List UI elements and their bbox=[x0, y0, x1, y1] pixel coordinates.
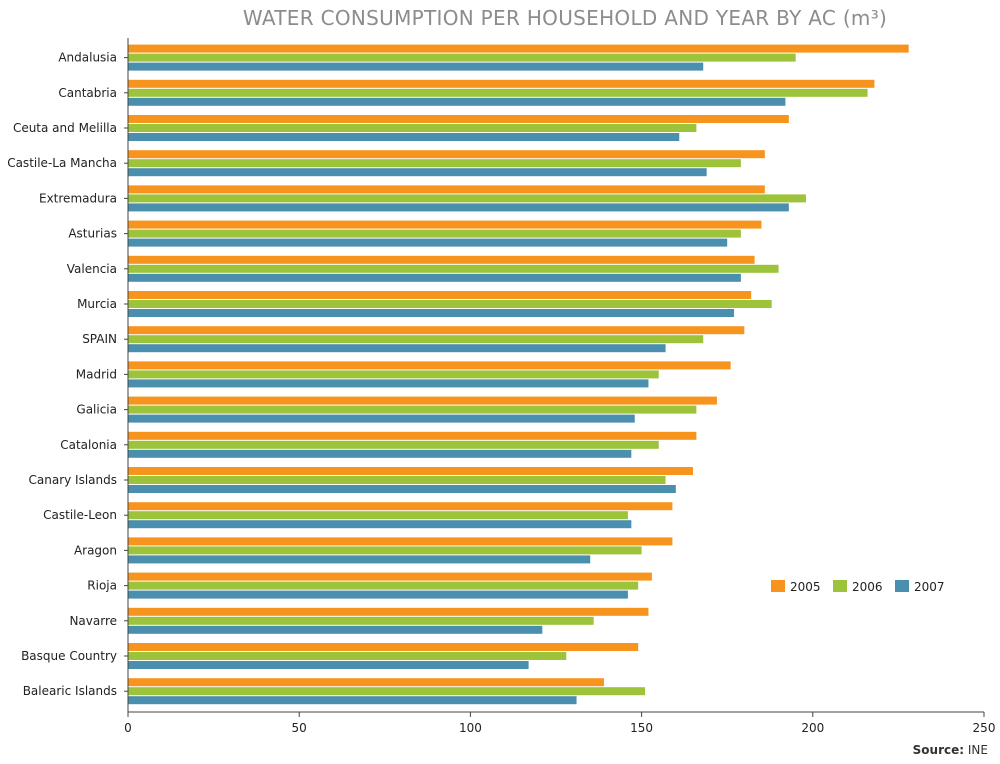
bar-cantabria-2007 bbox=[128, 97, 786, 106]
legend-swatch-2006 bbox=[833, 580, 847, 592]
bar-galicia-2007 bbox=[128, 414, 635, 423]
x-tick-label-50: 50 bbox=[292, 721, 307, 735]
bar-spain-2006 bbox=[128, 335, 704, 344]
bar-castile-la-mancha-2005 bbox=[128, 150, 765, 159]
bar-aragon-2006 bbox=[128, 546, 642, 555]
bar-aragon-2005 bbox=[128, 537, 673, 546]
bar-asturias-2005 bbox=[128, 220, 762, 229]
category-label-catalonia: Catalonia bbox=[60, 438, 117, 452]
category-label-basque-country: Basque Country bbox=[21, 649, 117, 663]
x-tick-label-100: 100 bbox=[459, 721, 482, 735]
bar-castile-la-mancha-2007 bbox=[128, 168, 707, 177]
category-label-canary-islands: Canary Islands bbox=[29, 473, 118, 487]
bar-madrid-2005 bbox=[128, 361, 731, 370]
bar-navarre-2005 bbox=[128, 607, 649, 616]
category-label-madrid: Madrid bbox=[76, 367, 117, 381]
chart-title: WATER CONSUMPTION PER HOUSEHOLD AND YEAR… bbox=[242, 6, 888, 30]
bar-andalusia-2005 bbox=[128, 44, 909, 53]
bar-rioja-2007 bbox=[128, 590, 628, 599]
source-label: Source: bbox=[912, 743, 965, 757]
category-label-aragon: Aragon bbox=[74, 543, 117, 557]
bar-catalonia-2006 bbox=[128, 440, 659, 449]
legend-swatch-2005 bbox=[771, 580, 785, 592]
bar-asturias-2006 bbox=[128, 229, 741, 238]
bar-extremadura-2006 bbox=[128, 194, 806, 203]
bar-castile-leon-2006 bbox=[128, 511, 628, 520]
category-label-asturias: Asturias bbox=[68, 227, 117, 241]
bar-catalonia-2007 bbox=[128, 449, 632, 458]
category-label-murcia: Murcia bbox=[77, 297, 117, 311]
bar-madrid-2006 bbox=[128, 370, 659, 379]
bar-spain-2005 bbox=[128, 326, 745, 335]
bar-valencia-2006 bbox=[128, 264, 779, 273]
bar-castile-leon-2005 bbox=[128, 502, 673, 511]
category-label-spain: SPAIN bbox=[82, 332, 117, 346]
bar-ceuta-and-melilla-2006 bbox=[128, 124, 697, 132]
bar-balearic-islands-2007 bbox=[128, 696, 577, 705]
category-label-castile-la-mancha: Castile-La Mancha bbox=[7, 156, 117, 170]
bar-spain-2007 bbox=[128, 344, 666, 353]
bar-canary-islands-2006 bbox=[128, 476, 666, 484]
bar-murcia-2005 bbox=[128, 291, 752, 299]
bar-basque-country-2007 bbox=[128, 661, 529, 669]
bar-balearic-islands-2005 bbox=[128, 678, 604, 687]
bar-cantabria-2005 bbox=[128, 79, 875, 88]
bar-catalonia-2005 bbox=[128, 431, 697, 440]
category-label-balearic-islands: Balearic Islands bbox=[23, 684, 117, 698]
category-label-navarre: Navarre bbox=[69, 614, 117, 628]
bars-group bbox=[128, 44, 909, 705]
legend-label-2005: 2005 bbox=[790, 580, 821, 594]
category-label-castile-leon: Castile-Leon bbox=[43, 508, 117, 522]
legend: 2005 2006 2007 bbox=[771, 580, 945, 594]
category-label-andalusia: Andalusia bbox=[58, 51, 117, 65]
bar-castile-leon-2007 bbox=[128, 520, 632, 529]
bar-castile-la-mancha-2006 bbox=[128, 159, 741, 168]
bar-canary-islands-2007 bbox=[128, 485, 676, 493]
category-label-galicia: Galicia bbox=[76, 403, 117, 417]
bar-navarre-2006 bbox=[128, 616, 594, 625]
bar-ceuta-and-melilla-2005 bbox=[128, 115, 789, 123]
category-label-ceuta-and-melilla: Ceuta and Melilla bbox=[13, 121, 117, 135]
bar-murcia-2006 bbox=[128, 300, 772, 308]
category-label-valencia: Valencia bbox=[67, 262, 117, 276]
x-tick-label-250: 250 bbox=[973, 721, 996, 735]
bar-basque-country-2006 bbox=[128, 652, 567, 660]
category-label-extremadura: Extremadura bbox=[39, 191, 117, 205]
x-tick-label-0: 0 bbox=[124, 721, 132, 735]
bar-valencia-2007 bbox=[128, 273, 741, 282]
bar-murcia-2007 bbox=[128, 309, 735, 317]
bar-canary-islands-2005 bbox=[128, 467, 693, 475]
x-tick-label-200: 200 bbox=[801, 721, 824, 735]
bar-asturias-2007 bbox=[128, 238, 728, 247]
bar-galicia-2005 bbox=[128, 396, 717, 405]
bar-galicia-2006 bbox=[128, 405, 697, 414]
category-label-rioja: Rioja bbox=[87, 579, 117, 593]
bar-ceuta-and-melilla-2007 bbox=[128, 133, 680, 141]
x-tick-label-150: 150 bbox=[630, 721, 653, 735]
category-label-cantabria: Cantabria bbox=[58, 86, 117, 100]
bar-extremadura-2007 bbox=[128, 203, 789, 212]
source-value: INE bbox=[967, 743, 988, 757]
bar-aragon-2007 bbox=[128, 555, 591, 564]
bar-madrid-2007 bbox=[128, 379, 649, 388]
bar-basque-country-2005 bbox=[128, 643, 639, 651]
legend-label-2007: 2007 bbox=[914, 580, 945, 594]
bar-andalusia-2007 bbox=[128, 62, 704, 71]
legend-swatch-2007 bbox=[895, 580, 909, 592]
source-note: Source: INE bbox=[913, 743, 988, 757]
bar-cantabria-2006 bbox=[128, 88, 868, 97]
bar-extremadura-2005 bbox=[128, 185, 765, 194]
bar-balearic-islands-2006 bbox=[128, 687, 646, 696]
bar-andalusia-2006 bbox=[128, 53, 796, 62]
bar-rioja-2005 bbox=[128, 572, 652, 581]
axes-group: Andalusia Cantabria Ceuta and Melilla Casti… bbox=[7, 38, 995, 735]
bar-valencia-2005 bbox=[128, 255, 755, 264]
legend-label-2006: 2006 bbox=[852, 580, 883, 594]
bar-navarre-2007 bbox=[128, 625, 543, 634]
bar-rioja-2006 bbox=[128, 581, 639, 590]
